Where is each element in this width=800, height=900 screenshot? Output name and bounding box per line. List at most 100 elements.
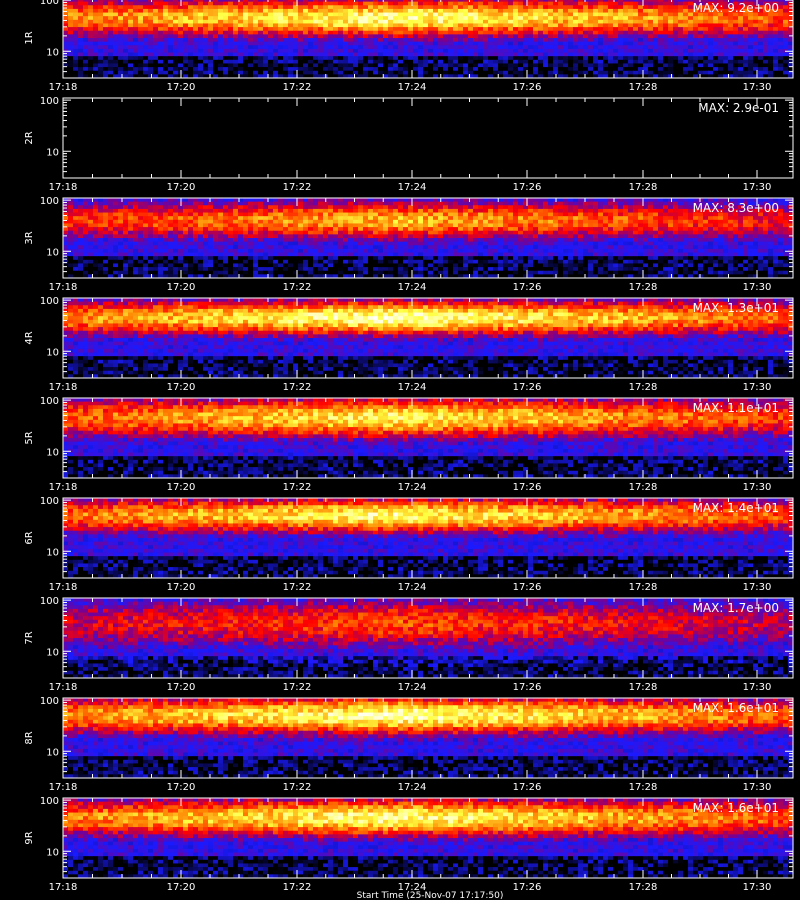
heatmap-cell	[583, 67, 589, 72]
heatmap-cell	[538, 234, 544, 239]
heatmap-cell	[168, 52, 174, 57]
heatmap-cell	[498, 67, 504, 72]
heatmap-cell	[288, 56, 294, 61]
heatmap-cell	[428, 70, 434, 75]
heatmap-cell	[98, 63, 104, 68]
heatmap-cell	[188, 227, 194, 232]
heatmap-cell	[358, 19, 364, 24]
heatmap-cell	[548, 12, 554, 17]
heatmap-cell	[233, 52, 239, 57]
heatmap-cell	[83, 38, 89, 43]
heatmap-cell	[568, 74, 574, 79]
heatmap-cell	[413, 8, 419, 13]
heatmap-cell	[138, 70, 144, 75]
heatmap-cell	[683, 234, 689, 239]
heatmap-cell	[258, 67, 264, 72]
heatmap-cell	[443, 12, 449, 17]
heatmap-cell	[73, 16, 79, 21]
heatmap-cell	[153, 201, 159, 206]
heatmap-cell	[358, 27, 364, 32]
heatmap-cell	[538, 74, 544, 79]
heatmap-cell	[288, 34, 294, 39]
heatmap-cell	[593, 70, 599, 75]
heatmap-cell	[338, 5, 344, 10]
heatmap-cell	[388, 223, 394, 228]
y-axis-label: 1R	[24, 31, 35, 44]
heatmap-cell	[583, 234, 589, 239]
heatmap-cell	[73, 0, 79, 3]
heatmap-cell	[163, 1, 169, 6]
heatmap-cell	[273, 59, 279, 64]
heatmap-cell	[628, 12, 634, 17]
heatmap-cell	[368, 41, 374, 46]
heatmap-cell	[368, 12, 374, 17]
heatmap-cell	[738, 70, 744, 75]
heatmap-cell	[653, 0, 659, 3]
heatmap-cell	[423, 208, 429, 213]
heatmap-cell	[98, 41, 104, 46]
heatmap-cell	[258, 56, 264, 61]
heatmap-cell	[203, 205, 209, 210]
heatmap-cell	[678, 52, 684, 57]
heatmap-cell	[638, 223, 644, 228]
heatmap-cell	[128, 74, 134, 79]
heatmap-cell	[763, 41, 769, 46]
heatmap-cell	[428, 38, 434, 43]
heatmap-cell	[763, 230, 769, 235]
heatmap-cell	[673, 74, 679, 79]
heatmap-cell	[283, 16, 289, 21]
heatmap-cell	[283, 216, 289, 221]
heatmap-cell	[553, 19, 559, 24]
heatmap-cell	[348, 45, 354, 50]
heatmap-cell	[708, 201, 714, 206]
heatmap-cell	[578, 48, 584, 53]
heatmap-cell	[193, 30, 199, 35]
heatmap-cell	[293, 8, 299, 13]
heatmap-cell	[68, 41, 74, 46]
heatmap-cell	[118, 12, 124, 17]
heatmap-cell	[688, 41, 694, 46]
heatmap-cell	[228, 1, 234, 6]
heatmap-cell	[508, 198, 514, 203]
heatmap-cell	[88, 219, 94, 224]
heatmap-cell	[688, 23, 694, 28]
heatmap-cell	[743, 12, 749, 17]
heatmap-cell	[108, 198, 114, 203]
heatmap-cell	[638, 48, 644, 53]
heatmap-cell	[243, 38, 249, 43]
heatmap-cell	[783, 67, 789, 72]
heatmap-cell	[683, 74, 689, 79]
heatmap-cell	[583, 5, 589, 10]
heatmap-cell	[393, 34, 399, 39]
heatmap-cell	[63, 201, 69, 206]
heatmap-cell	[363, 59, 369, 64]
heatmap-cell	[528, 59, 534, 64]
heatmap-cell	[593, 216, 599, 221]
heatmap-cell	[288, 1, 294, 6]
heatmap-cell	[148, 201, 154, 206]
heatmap-cell	[483, 227, 489, 232]
heatmap-cell	[598, 201, 604, 206]
heatmap-cell	[748, 16, 754, 21]
heatmap-cell	[573, 56, 579, 61]
heatmap-cell	[158, 19, 164, 24]
heatmap-cell	[383, 27, 389, 32]
heatmap-cell	[373, 70, 379, 75]
heatmap-cell	[338, 19, 344, 24]
heatmap-cell	[73, 230, 79, 235]
heatmap-cell	[268, 41, 274, 46]
heatmap-cell	[368, 219, 374, 224]
heatmap-cell	[613, 227, 619, 232]
heatmap-cell	[638, 41, 644, 46]
heatmap-cell	[78, 219, 84, 224]
heatmap-cell	[573, 45, 579, 50]
heatmap-cell	[373, 0, 379, 3]
heatmap-cell	[278, 205, 284, 210]
heatmap-cell	[643, 234, 649, 239]
heatmap-cell	[158, 230, 164, 235]
heatmap-cell	[308, 45, 314, 50]
heatmap-cell	[683, 23, 689, 28]
heatmap-cell	[208, 41, 214, 46]
heatmap-cell	[383, 208, 389, 213]
